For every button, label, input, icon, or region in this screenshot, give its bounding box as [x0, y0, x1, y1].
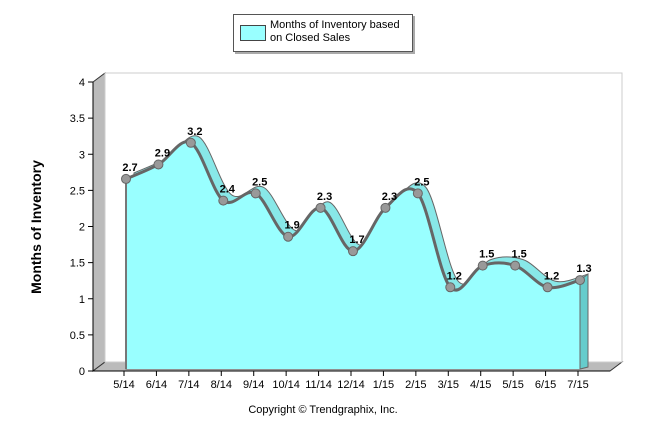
legend-line-2: on Closed Sales: [270, 32, 351, 44]
data-point: [510, 260, 521, 271]
y-tick-label: 3: [79, 149, 85, 161]
y-tick-label: 1: [79, 294, 85, 306]
y-tick-label: 0.5: [70, 330, 85, 342]
left-wall: [92, 72, 106, 372]
data-label: 2.4: [220, 184, 236, 196]
x-tick-label: 7/14: [178, 379, 199, 391]
x-tick-label: 7/15: [567, 379, 588, 391]
data-point: [412, 188, 423, 199]
area-side-face: [579, 273, 589, 370]
data-point: [121, 173, 131, 184]
data-label: 2.7: [122, 162, 137, 174]
legend-label: Months of Inventory based on Closed Sale…: [270, 19, 410, 45]
data-point: [153, 159, 164, 170]
data-label: 2.9: [155, 147, 170, 159]
data-point: [348, 246, 358, 257]
data-point: [218, 195, 229, 206]
x-tick-label: 11/14: [305, 379, 332, 391]
data-label: 2.5: [252, 176, 267, 188]
y-tick-label: 3.5: [70, 113, 85, 125]
y-tick-label: 2.5: [70, 185, 85, 197]
data-point: [185, 137, 196, 148]
data-label: 2.3: [317, 191, 332, 203]
x-tick-label: 12/14: [337, 379, 365, 391]
data-label: 2.5: [414, 176, 429, 188]
y-tick-label: 2: [79, 222, 85, 234]
x-tick-label: 5/14: [113, 379, 134, 391]
x-tick-label: 9/14: [243, 379, 264, 391]
data-label: 1.2: [544, 270, 559, 282]
data-point: [477, 260, 488, 271]
y-tick-label: 1.5: [70, 258, 85, 270]
legend: Months of Inventory based on Closed Sale…: [233, 14, 413, 52]
x-tick-label: 1/15: [373, 379, 394, 391]
data-point: [542, 282, 553, 293]
x-tick-label: 6/14: [146, 379, 167, 391]
x-tick-label: 6/15: [535, 379, 556, 391]
x-tick-label: 5/15: [502, 379, 523, 391]
data-label: 1.3: [576, 263, 591, 275]
x-tick-label: 10/14: [272, 379, 300, 391]
data-point: [445, 282, 456, 293]
x-tick-label: 3/15: [438, 379, 459, 391]
y-axis-label: Months of Inventory: [28, 160, 44, 294]
x-tick-label: 8/14: [211, 379, 232, 391]
legend-line-1: Months of Inventory based: [270, 19, 400, 31]
x-tick-label: 4/15: [470, 379, 491, 391]
y-tick-label: 4: [79, 77, 85, 89]
data-label: 1.2: [447, 270, 462, 282]
y-tick-label: 0: [79, 366, 85, 378]
data-label: 1.5: [511, 249, 526, 261]
data-label: 2.3: [382, 191, 397, 203]
data-point: [283, 231, 294, 242]
data-point: [250, 188, 261, 199]
x-tick-label: 2/15: [405, 379, 426, 391]
data-point: [380, 202, 391, 213]
data-label: 1.5: [479, 249, 494, 261]
data-point: [575, 275, 585, 286]
data-label: 1.9: [284, 220, 299, 232]
data-label: 1.7: [349, 234, 364, 246]
data-label: 3.2: [187, 126, 202, 138]
data-point: [315, 202, 326, 213]
legend-swatch: [240, 25, 266, 41]
copyright: Copyright © Trendgraphix, Inc.: [248, 404, 398, 416]
